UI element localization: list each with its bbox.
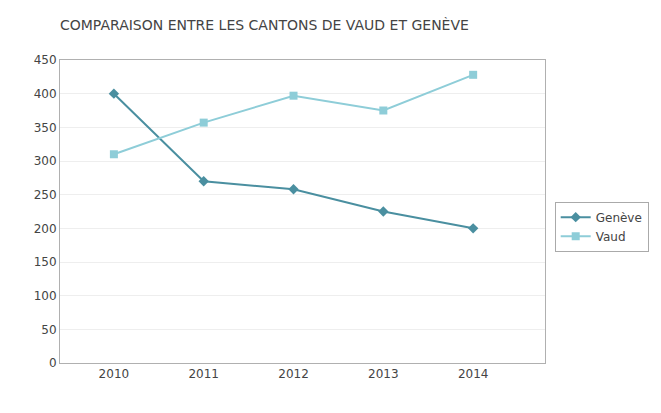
svg-text:200: 200	[34, 222, 57, 236]
svg-text:450: 450	[34, 53, 57, 67]
svg-text:2013: 2013	[368, 367, 399, 381]
svg-text:Genève: Genève	[596, 211, 642, 225]
svg-text:2010: 2010	[99, 367, 130, 381]
svg-text:Vaud: Vaud	[596, 230, 626, 244]
svg-text:100: 100	[34, 289, 57, 303]
svg-text:0: 0	[49, 356, 57, 370]
svg-text:COMPARAISON ENTRE LES CANTONS: COMPARAISON ENTRE LES CANTONS DE VAUD ET…	[60, 17, 469, 33]
svg-text:250: 250	[34, 188, 57, 202]
svg-text:2011: 2011	[188, 367, 219, 381]
svg-text:300: 300	[34, 154, 57, 168]
svg-text:150: 150	[34, 255, 57, 269]
svg-text:350: 350	[34, 121, 57, 135]
svg-text:2012: 2012	[278, 367, 309, 381]
svg-text:400: 400	[34, 87, 57, 101]
svg-text:2014: 2014	[458, 367, 489, 381]
svg-text:50: 50	[41, 323, 56, 337]
